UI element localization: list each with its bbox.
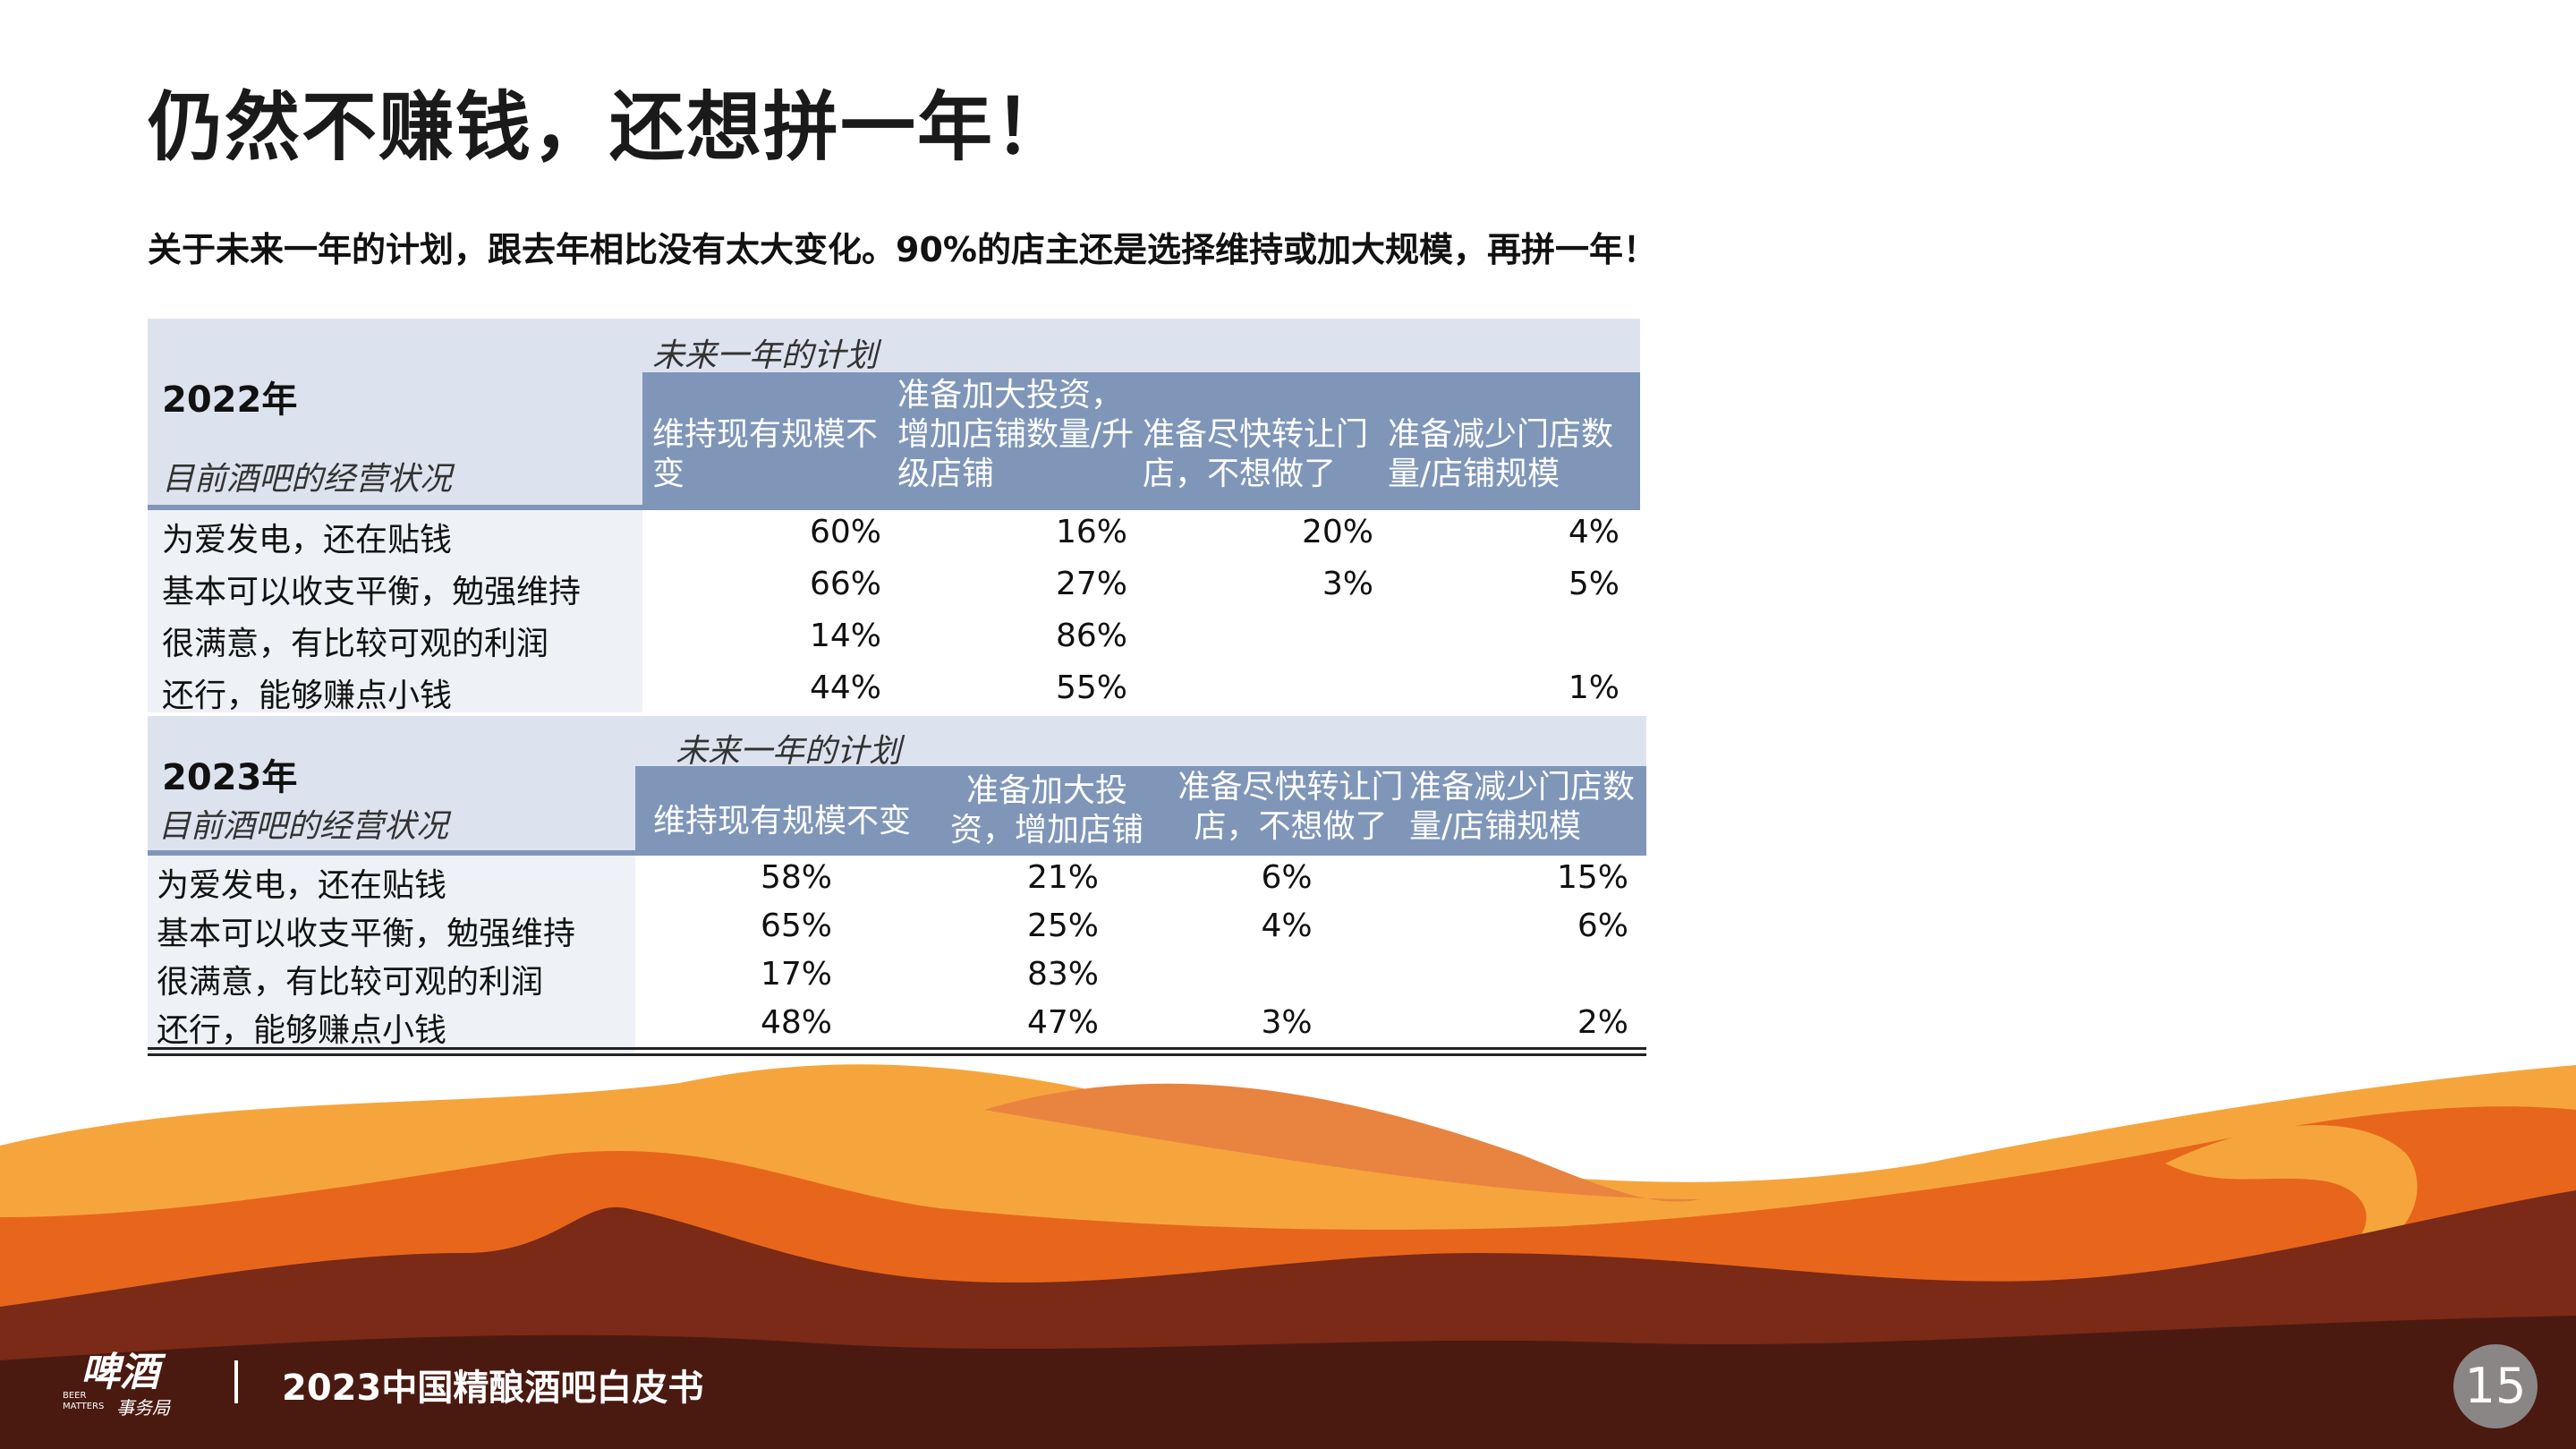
table-row-label: 基本可以收支平衡，勉强维持 (157, 916, 576, 952)
table-row-label: 还行，能够赚点小钱 (157, 1012, 447, 1049)
column-header: 准备加大投资，增加店铺数量/ (949, 772, 1143, 888)
table-cell: 3% (1322, 566, 1373, 602)
plan-label: 未来一年的计划 (652, 337, 879, 374)
brand-logo: 啤酒 BEER MATTERS 事务局 (63, 1342, 206, 1427)
table-cell: 20% (1301, 514, 1373, 550)
footer-separator (234, 1360, 238, 1403)
table-cell: 4% (1261, 908, 1313, 944)
column-header: 准备加大投资，增加店铺数量/升级店铺 (897, 377, 1135, 492)
table-row-label: 还行，能够赚点小钱 (162, 678, 453, 714)
table-cell: 48% (760, 1004, 832, 1041)
table-cell: 60% (809, 514, 881, 550)
table-cell: 1% (1568, 669, 1620, 706)
status-label: 目前酒吧的经营状况 (158, 808, 449, 845)
table-2022: 未来一年的计划 2022年 目前酒吧的经营状况 维持现有规模不变 准备加大投资，… (148, 319, 1640, 714)
table-row-label: 很满意，有比较可观的利润 (162, 626, 549, 662)
table-cell: 27% (1055, 566, 1127, 602)
table-cell: 47% (1026, 1004, 1099, 1041)
svg-text:BEER: BEER (63, 1391, 86, 1401)
table-cell: 6% (1577, 908, 1628, 944)
table-cell: 17% (760, 956, 832, 993)
year-label: 2023年 (162, 757, 298, 798)
column-header: 准备尽快转让门店，不想做了 (1143, 416, 1369, 492)
column-header: 准备减少门店数量/店铺规模 (1388, 416, 1614, 492)
table-cell: 25% (1026, 908, 1099, 944)
table-cell: 83% (1026, 956, 1099, 993)
status-label: 目前酒吧的经营状况 (162, 461, 453, 498)
table-cell: 65% (760, 908, 832, 944)
table-cell: 21% (1026, 859, 1099, 896)
column-header: 准备减少门店数量/店铺规模 (1409, 769, 1636, 845)
column-header: 准备尽快转让门店，不想做了 (1177, 769, 1404, 845)
table-cell: 2% (1577, 1004, 1628, 1041)
svg-text:事务局: 事务局 (116, 1397, 171, 1419)
plan-label: 未来一年的计划 (676, 733, 902, 770)
table-row-label: 为爱发电，还在贴钱 (157, 867, 447, 904)
table-cell: 44% (809, 669, 881, 706)
page-subtitle: 关于未来一年的计划，跟去年相比没有太大变化。90%的店主还是选择维持或加大规模，… (148, 230, 1657, 269)
table-row-label: 为爱发电，还在贴钱 (162, 522, 453, 558)
table-cell: 86% (1055, 618, 1127, 654)
svg-text:MATTERS: MATTERS (63, 1402, 104, 1411)
table-cell: 4% (1568, 514, 1620, 550)
table-row-label: 基本可以收支平衡，勉强维持 (162, 574, 582, 610)
table-bottom-rule (148, 1047, 1646, 1050)
table-cell: 15% (1556, 859, 1628, 896)
table-bottom-rule (148, 1053, 1646, 1056)
table-cell: 5% (1568, 566, 1620, 602)
table-cell: 55% (1055, 669, 1127, 706)
page-number: 15 (2453, 1344, 2538, 1428)
page-title: 仍然不赚钱，还想拼一年！ (148, 83, 1072, 171)
table-cell: 6% (1261, 859, 1313, 896)
column-header: 维持现有规模不变 (653, 803, 912, 840)
table-cell: 58% (760, 859, 832, 896)
svg-text:啤酒: 啤酒 (81, 1350, 166, 1395)
decorative-waves (0, 1064, 2576, 1449)
table-2023: 未来一年的计划 2023年 目前酒吧的经营状况 维持现有规模不变 准备加大投资，… (148, 716, 1646, 1056)
table-cell: 16% (1055, 514, 1127, 550)
table-cell: 3% (1261, 1004, 1313, 1041)
table-cell: 66% (809, 566, 881, 602)
table-row-label: 很满意，有比较可观的利润 (157, 964, 544, 1001)
column-header: 维持现有规模不变 (652, 416, 879, 492)
table-cell: 14% (809, 618, 881, 654)
report-title: 2023中国精酿酒吧白皮书 (282, 1368, 704, 1409)
year-label: 2022年 (162, 379, 298, 421)
